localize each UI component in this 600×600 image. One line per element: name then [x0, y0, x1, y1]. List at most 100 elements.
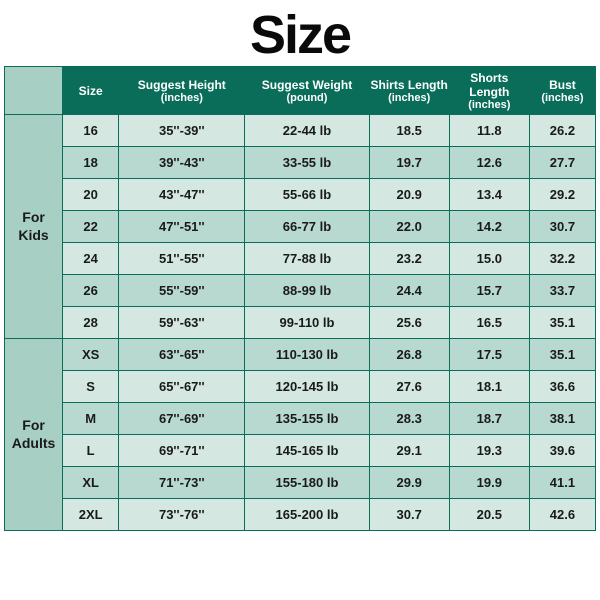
page-title: Size	[4, 4, 596, 66]
table-cell: 135-155 lb	[245, 403, 369, 435]
table-cell: 39.6	[529, 435, 595, 467]
table-header-row: SizeSuggest Height(inches)Suggest Weight…	[5, 67, 596, 115]
table-row: 2451''-55''77-88 lb23.215.032.2	[5, 243, 596, 275]
table-cell: 16	[63, 115, 119, 147]
table-cell: 43''-47''	[119, 179, 245, 211]
table-cell: 155-180 lb	[245, 467, 369, 499]
table-cell: 30.7	[369, 499, 449, 531]
column-header: Bust(inches)	[529, 67, 595, 115]
table-cell: 65''-67''	[119, 371, 245, 403]
column-header: Suggest Weight(pound)	[245, 67, 369, 115]
column-header-sub: (inches)	[370, 92, 449, 104]
table-cell: 69''-71''	[119, 435, 245, 467]
table-row: 2043''-47''55-66 lb20.913.429.2	[5, 179, 596, 211]
column-header-sub: (inches)	[119, 92, 244, 104]
table-cell: 15.7	[449, 275, 529, 307]
table-cell: 26	[63, 275, 119, 307]
table-cell: 11.8	[449, 115, 529, 147]
table-row: 2247''-51''66-77 lb22.014.230.7	[5, 211, 596, 243]
table-cell: 24	[63, 243, 119, 275]
table-row: 1839''-43''33-55 lb19.712.627.7	[5, 147, 596, 179]
table-cell: 24.4	[369, 275, 449, 307]
group-label-line2: Adults	[5, 435, 62, 453]
table-cell: 28.3	[369, 403, 449, 435]
group-label: ForAdults	[5, 339, 63, 531]
table-cell: 35.1	[529, 307, 595, 339]
table-cell: 35''-39''	[119, 115, 245, 147]
table-cell: S	[63, 371, 119, 403]
table-cell: 20	[63, 179, 119, 211]
group-label: ForKids	[5, 115, 63, 339]
table-row: 2859''-63''99-110 lb25.616.535.1	[5, 307, 596, 339]
table-cell: 18.7	[449, 403, 529, 435]
table-row: S65''-67''120-145 lb27.618.136.6	[5, 371, 596, 403]
table-cell: 22-44 lb	[245, 115, 369, 147]
table-cell: 25.6	[369, 307, 449, 339]
table-cell: 55-66 lb	[245, 179, 369, 211]
column-header-main: Bust	[530, 78, 595, 92]
table-cell: 110-130 lb	[245, 339, 369, 371]
table-cell: 165-200 lb	[245, 499, 369, 531]
table-row: 2655''-59''88-99 lb24.415.733.7	[5, 275, 596, 307]
table-cell: 77-88 lb	[245, 243, 369, 275]
table-cell: 29.9	[369, 467, 449, 499]
table-cell: 27.7	[529, 147, 595, 179]
table-cell: 20.5	[449, 499, 529, 531]
table-cell: 26.2	[529, 115, 595, 147]
column-header-main: Shorts Length	[450, 71, 529, 99]
table-cell: 19.7	[369, 147, 449, 179]
table-cell: 32.2	[529, 243, 595, 275]
table-cell: 12.6	[449, 147, 529, 179]
table-cell: 23.2	[369, 243, 449, 275]
table-cell: 22	[63, 211, 119, 243]
table-row: ForAdultsXS63''-65''110-130 lb26.817.535…	[5, 339, 596, 371]
table-row: XL71''-73''155-180 lb29.919.941.1	[5, 467, 596, 499]
column-header-sub: (inches)	[530, 92, 595, 104]
table-cell: 20.9	[369, 179, 449, 211]
table-cell: 38.1	[529, 403, 595, 435]
table-cell: 2XL	[63, 499, 119, 531]
table-cell: 99-110 lb	[245, 307, 369, 339]
column-header: Shorts Length(inches)	[449, 67, 529, 115]
table-cell: 16.5	[449, 307, 529, 339]
table-cell: 18.1	[449, 371, 529, 403]
table-cell: M	[63, 403, 119, 435]
table-cell: 14.2	[449, 211, 529, 243]
column-header-main: Size	[63, 84, 118, 98]
table-cell: 17.5	[449, 339, 529, 371]
table-cell: L	[63, 435, 119, 467]
table-cell: 19.3	[449, 435, 529, 467]
column-header-main: Suggest Weight	[245, 78, 368, 92]
table-cell: 15.0	[449, 243, 529, 275]
column-header	[5, 67, 63, 115]
column-header-sub: (inches)	[450, 99, 529, 111]
table-cell: 35.1	[529, 339, 595, 371]
table-cell: 51''-55''	[119, 243, 245, 275]
group-label-line1: For	[5, 209, 62, 227]
table-cell: 66-77 lb	[245, 211, 369, 243]
table-cell: 63''-65''	[119, 339, 245, 371]
table-cell: 42.6	[529, 499, 595, 531]
table-cell: 39''-43''	[119, 147, 245, 179]
table-cell: 30.7	[529, 211, 595, 243]
column-header: Size	[63, 67, 119, 115]
table-row: L69''-71''145-165 lb29.119.339.6	[5, 435, 596, 467]
column-header: Shirts Length(inches)	[369, 67, 449, 115]
column-header-sub: (pound)	[245, 92, 368, 104]
table-cell: 22.0	[369, 211, 449, 243]
table-cell: 59''-63''	[119, 307, 245, 339]
table-cell: 29.2	[529, 179, 595, 211]
table-row: ForKids1635''-39''22-44 lb18.511.826.2	[5, 115, 596, 147]
table-cell: 18	[63, 147, 119, 179]
group-label-line2: Kids	[5, 227, 62, 245]
table-cell: 67''-69''	[119, 403, 245, 435]
column-header: Suggest Height(inches)	[119, 67, 245, 115]
table-cell: XL	[63, 467, 119, 499]
table-cell: 55''-59''	[119, 275, 245, 307]
table-cell: 120-145 lb	[245, 371, 369, 403]
table-cell: 29.1	[369, 435, 449, 467]
column-header-main: Suggest Height	[119, 78, 244, 92]
table-cell: 145-165 lb	[245, 435, 369, 467]
table-cell: 41.1	[529, 467, 595, 499]
table-cell: 47''-51''	[119, 211, 245, 243]
